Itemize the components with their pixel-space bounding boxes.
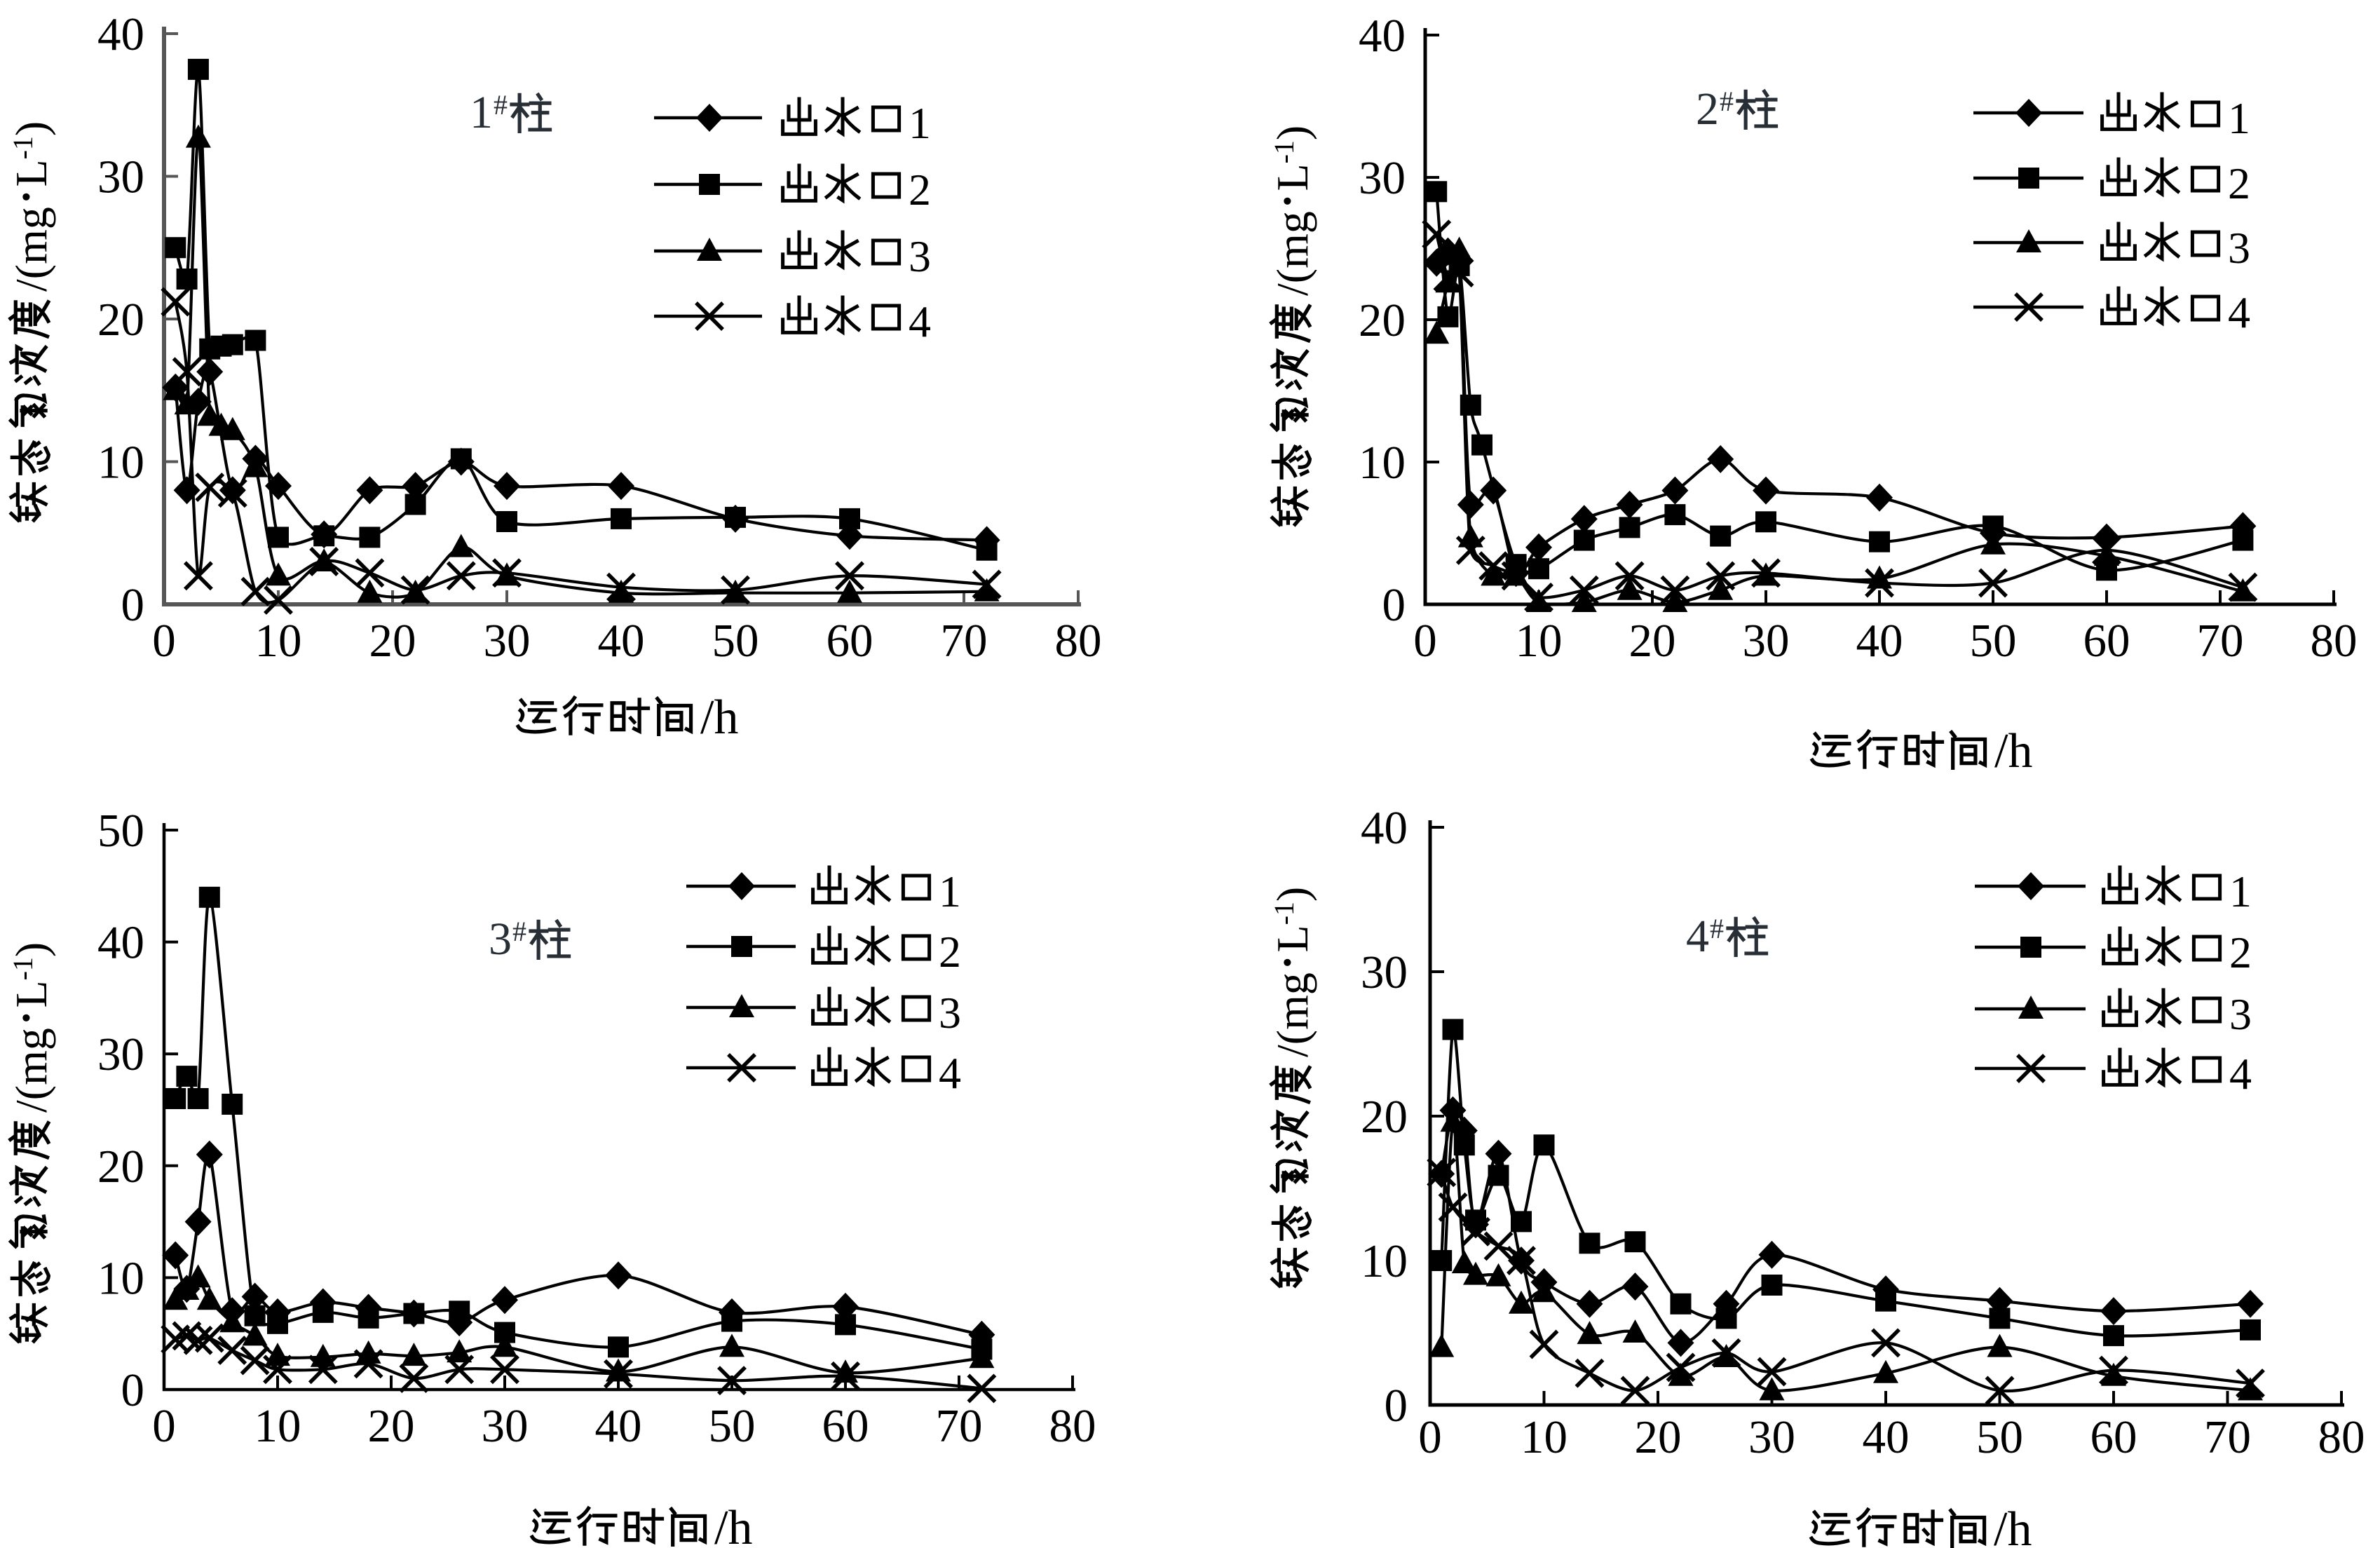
svg-text:10: 10 [1521,1411,1568,1463]
svg-text:/h: /h [1994,1502,2032,1548]
svg-text:2: 2 [1696,83,1719,135]
svg-text:#: # [1720,86,1734,117]
svg-text:50: 50 [97,805,144,857]
svg-text:60: 60 [2090,1411,2137,1463]
svg-text:10: 10 [1359,437,1406,489]
svg-text:2: 2 [909,165,931,215]
svg-text:10: 10 [1361,1235,1408,1287]
svg-text:/h: /h [1994,724,2032,778]
svg-text:50: 50 [1976,1411,2023,1463]
svg-text:#: # [494,89,508,121]
svg-text:#: # [512,916,526,947]
svg-text:10: 10 [254,1400,301,1452]
svg-text:40: 40 [598,615,645,667]
svg-text:10: 10 [97,437,144,489]
svg-text:50: 50 [712,615,759,667]
svg-text:40: 40 [595,1400,642,1452]
svg-text:80: 80 [1055,615,1102,667]
svg-text:4: 4 [2228,287,2250,337]
svg-text:70: 70 [936,1400,983,1452]
svg-text:1: 1 [2229,867,2252,916]
svg-text:30: 30 [1748,1411,1795,1463]
svg-text:60: 60 [2083,615,2130,667]
svg-text:3: 3 [2228,223,2250,273]
svg-text:50: 50 [1970,615,2017,667]
svg-text:80: 80 [1049,1400,1096,1452]
svg-text:0: 0 [1385,1380,1408,1432]
svg-text:10: 10 [255,615,302,667]
svg-text:30: 30 [1743,615,1790,667]
svg-text:30: 30 [97,151,144,203]
svg-text:1: 1 [909,98,931,148]
svg-text:3: 3 [909,231,931,281]
svg-text:#: # [1710,913,1724,944]
svg-text:40: 40 [97,917,144,969]
svg-text:70: 70 [2197,615,2244,667]
svg-text:40: 40 [97,8,144,60]
svg-text:30: 30 [484,615,531,667]
svg-text:40: 40 [1361,802,1408,854]
svg-text:2: 2 [2228,158,2250,208]
svg-text:4: 4 [1686,911,1709,962]
svg-text:30: 30 [1359,152,1406,204]
svg-text:2: 2 [939,927,961,977]
svg-text:3: 3 [2229,989,2252,1039]
svg-text:80: 80 [2318,1411,2365,1463]
svg-text:80: 80 [2311,615,2358,667]
svg-text:0: 0 [1418,1411,1442,1463]
svg-text:20: 20 [97,294,144,346]
svg-text:1: 1 [2228,93,2250,143]
svg-text:1: 1 [470,87,493,138]
svg-text:0: 0 [152,1400,176,1452]
svg-text:0: 0 [152,615,176,667]
svg-text:60: 60 [822,1400,869,1452]
svg-text:30: 30 [97,1028,144,1080]
svg-text:40: 40 [1863,1411,1910,1463]
svg-text:70: 70 [941,615,988,667]
svg-text:20: 20 [368,1400,415,1452]
svg-text:2: 2 [2229,928,2252,977]
svg-text:30: 30 [482,1400,529,1452]
svg-text:3: 3 [489,914,512,965]
svg-text:/(mg·L-1): /(mg·L-1) [0,121,60,292]
svg-text:0: 0 [121,1364,145,1416]
svg-text:20: 20 [97,1141,144,1193]
svg-text:0: 0 [1382,579,1406,631]
svg-text:20: 20 [1629,615,1676,667]
svg-text:4: 4 [939,1048,961,1098]
svg-text:20: 20 [1635,1411,1682,1463]
svg-text:10: 10 [97,1252,144,1304]
svg-text:0: 0 [1413,615,1437,667]
svg-text:70: 70 [2204,1411,2251,1463]
svg-text:0: 0 [121,579,145,631]
svg-text:20: 20 [1359,294,1406,346]
svg-text:20: 20 [369,615,416,667]
svg-text:50: 50 [709,1400,756,1452]
svg-text:20: 20 [1361,1091,1408,1143]
svg-text:10: 10 [1516,615,1563,667]
svg-text:1: 1 [939,867,961,916]
svg-text:/h: /h [700,691,738,745]
svg-text:/h: /h [714,1501,752,1548]
svg-text:60: 60 [827,615,873,667]
svg-text:4: 4 [2229,1049,2252,1099]
svg-text:30: 30 [1361,946,1408,998]
svg-text:40: 40 [1856,615,1903,667]
svg-text:3: 3 [939,988,961,1038]
svg-text:4: 4 [909,297,931,346]
svg-text:40: 40 [1359,10,1406,62]
